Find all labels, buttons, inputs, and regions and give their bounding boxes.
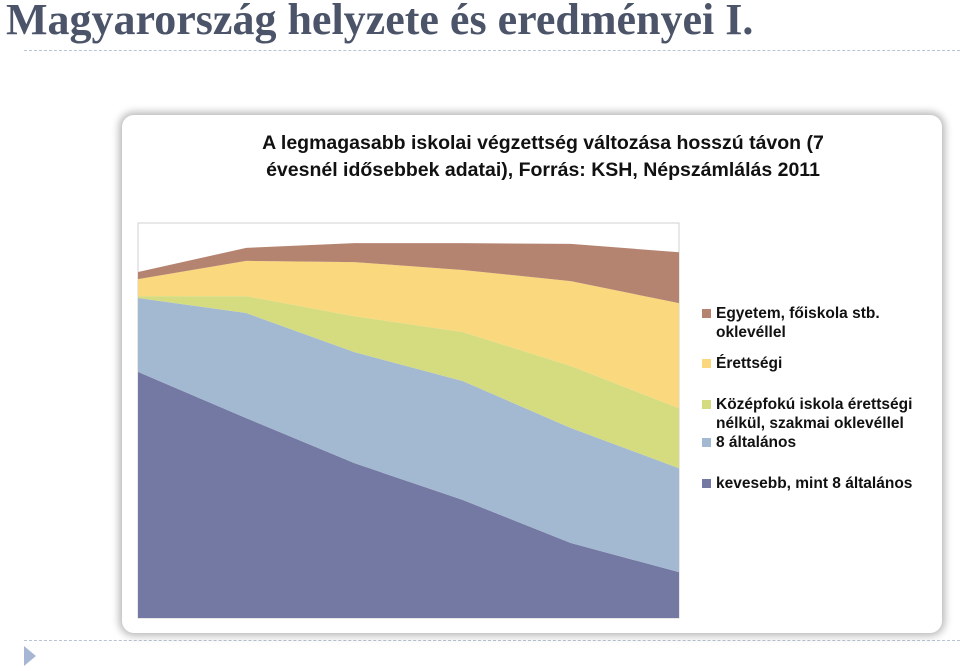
area [138,260,679,409]
legend-swatch [702,438,711,447]
legend-item: Középfokú iskola érettségi nélkül, szakm… [702,395,937,433]
divider [24,50,960,51]
legend-item: Érettségi [702,354,937,373]
legend-item: 8 általános [702,433,937,452]
chart-title: A legmagasabb iskolai végzettség változá… [262,132,824,181]
legend-item: kevesebb, mint 8 általános [702,474,937,493]
nav-icon [24,646,36,666]
legend-swatch [702,359,711,368]
legend-label: Érettségi [716,355,783,372]
legend-label: 8 általános [716,434,797,451]
legend-label: kevesebb, mint 8 általános [716,475,913,492]
area [138,243,679,304]
page-title: Magyarország helyzete és eredményei I. [6,0,754,44]
legend-label: Egyetem, főiskola stb. oklevéllel [716,305,880,341]
area [138,371,679,618]
legend-swatch [702,309,711,318]
area [138,296,679,469]
legend: Egyetem, főiskola stb. oklevéllel Érettsé… [702,304,937,493]
divider [24,640,960,641]
legend-label: Középfokú iskola érettségi nélkül, szakm… [716,396,913,432]
legend-swatch [702,479,711,488]
legend-swatch [702,400,711,409]
legend-item: Egyetem, főiskola stb. oklevéllel [702,304,937,342]
area [138,298,679,573]
